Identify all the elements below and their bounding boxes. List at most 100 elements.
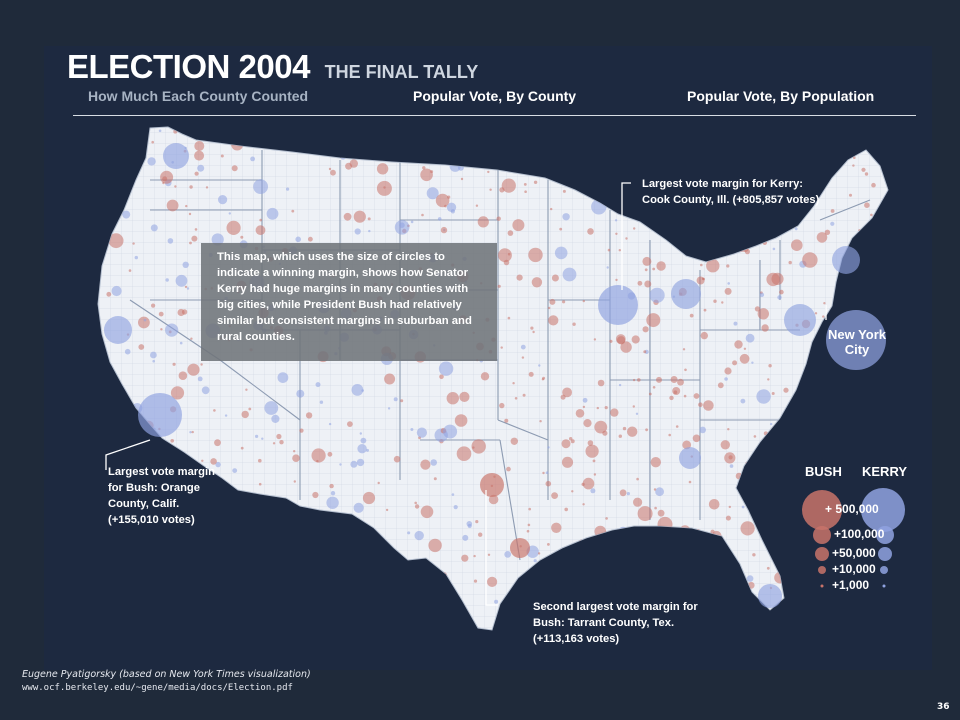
bush-county-dot (824, 178, 827, 181)
bush-county-dot (660, 526, 663, 529)
kerry-county-dot (201, 552, 216, 567)
bush-county-dot (473, 554, 476, 558)
bush-county-dot (875, 589, 878, 592)
bush-county-dot (798, 402, 802, 406)
bush-county-dot (799, 150, 803, 154)
kerry-county-dot (196, 575, 205, 584)
bush-county-dot (758, 475, 762, 478)
bush-county-dot (384, 373, 396, 385)
kerry-county-dot (838, 595, 847, 604)
bush-county-dot (497, 284, 501, 288)
bush-county-dot (857, 520, 863, 525)
bush-county-dot (582, 477, 595, 490)
bush-county-dot (846, 143, 857, 155)
kerry-county-dot (756, 389, 771, 404)
bush-county-dot (744, 249, 751, 255)
bush-county-dot (810, 159, 814, 163)
bush-county-dot (184, 285, 188, 289)
bush-county-dot (791, 239, 803, 251)
bush-county-dot (726, 223, 730, 227)
kerry-county-dot (794, 227, 798, 231)
bush-county-dot (226, 220, 241, 235)
bush-county-dot (657, 509, 665, 517)
bush-county-dot (762, 508, 766, 512)
kerry-county-dot (414, 530, 424, 541)
bush-county-dot (802, 252, 818, 268)
legend-value-50k: +50,000 (832, 546, 876, 560)
bush-county-dot (735, 215, 740, 220)
footer-url[interactable]: www.ocf.berkeley.edu/~gene/media/docs/El… (22, 683, 293, 693)
bush-county-dot (108, 233, 124, 249)
bush-county-dot (728, 455, 733, 460)
bush-county-dot (548, 315, 559, 326)
kerry-county-dot (290, 143, 295, 148)
bush-county-dot (799, 458, 804, 463)
kerry-county-dot (461, 131, 465, 135)
callout-tarrant-county: Second largest vote margin for Bush: Tar… (533, 601, 698, 645)
bush-county-dot (854, 139, 861, 145)
bush-county-dot (775, 496, 786, 506)
kerry-county-dot (111, 285, 122, 297)
kerry-county-dot (186, 287, 190, 290)
bush-county-dot (321, 577, 325, 582)
bush-county-dot (428, 135, 433, 139)
bush-county-dot (571, 490, 574, 493)
bush-county-dot (739, 353, 750, 364)
bush-county-dot (542, 376, 546, 380)
bush-county-dot (166, 199, 179, 212)
tab-popular-vote-population[interactable]: Popular Vote, By Population (687, 88, 875, 104)
bush-county-dot (724, 367, 732, 375)
bush-county-dot (245, 601, 252, 608)
bush-county-dot (559, 227, 563, 231)
tab-county-counted[interactable]: How Much Each County Counted (88, 88, 309, 104)
kerry-county-dot (286, 583, 291, 589)
bush-county-dot (98, 579, 102, 583)
tab-popular-vote-county[interactable]: Popular Vote, By County (413, 88, 577, 104)
bush-county-dot (422, 166, 426, 170)
bush-county-dot (873, 292, 878, 296)
bush-county-dot (851, 154, 854, 157)
bush-county-dot (652, 386, 656, 389)
kerry-county-dot (295, 548, 299, 552)
bush-county-dot (731, 601, 745, 614)
bush-county-dot (646, 313, 661, 328)
bush-county-dot (681, 545, 685, 549)
bush-county-dot (633, 497, 643, 507)
kerry-county-dot (813, 351, 819, 358)
kerry-county-dot (518, 591, 522, 594)
bush-county-dot (521, 356, 525, 359)
kerry-county-dot (268, 594, 280, 606)
kerry-county-dot (286, 187, 290, 191)
bush-county-dot (383, 186, 386, 189)
bush-county-dot (685, 154, 689, 158)
bush-county-dot (524, 190, 527, 193)
legend-bush-label: BUSH (805, 464, 842, 479)
bush-county-dot (602, 430, 608, 436)
bush-county-dot (605, 517, 608, 520)
bush-county-dot (814, 588, 819, 593)
bush-county-dot (822, 315, 825, 318)
kerry-county-dot (562, 267, 577, 282)
bush-county-dot (101, 542, 105, 546)
bush-county-dot (257, 143, 262, 148)
bush-county-dot (748, 601, 754, 606)
bush-county-dot (619, 489, 627, 497)
bush-county-dot (114, 144, 125, 154)
bush-county-dot (797, 452, 809, 464)
bush-county-dot (615, 232, 618, 235)
legend-kerry-50k (878, 547, 892, 561)
bush-county-dot (473, 147, 489, 163)
kerry-county-dot (152, 359, 155, 363)
boston-kerry-circle (832, 246, 860, 274)
kerry-county-dot (326, 496, 339, 509)
bush-county-dot (592, 135, 598, 141)
bush-county-dot (211, 572, 217, 578)
kerry-county-dot (649, 287, 665, 303)
bush-county-dot (710, 217, 717, 225)
kerry-county-dot (330, 491, 336, 496)
kerry-county-dot (422, 595, 437, 609)
kerry-county-dot (668, 555, 684, 571)
bush-county-dot (258, 458, 262, 463)
bush-county-dot (668, 433, 671, 437)
bush-county-dot (607, 194, 612, 199)
